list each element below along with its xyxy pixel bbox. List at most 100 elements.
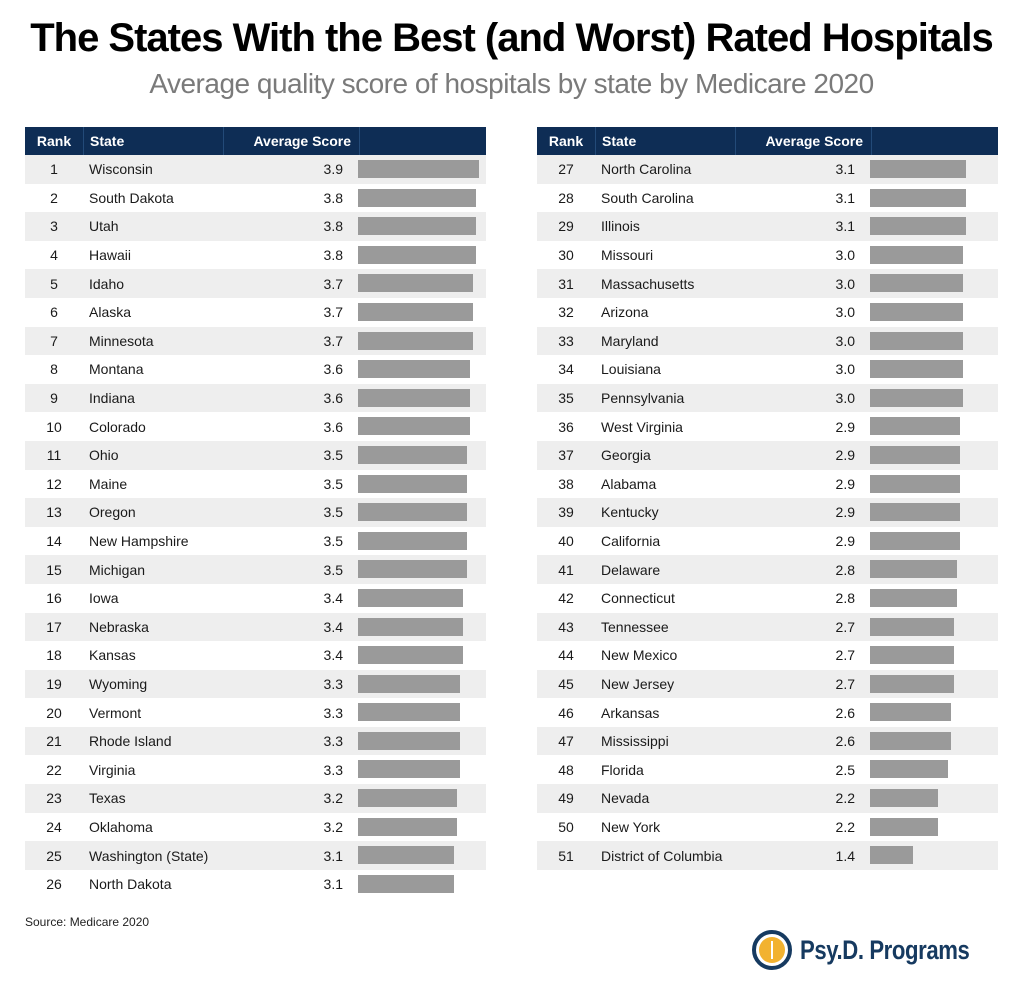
score-cell: 3.1 (323, 847, 343, 864)
state-cell: Arkansas (601, 704, 660, 721)
state-cell: Pennsylvania (601, 390, 685, 407)
table-row: 23 Texas 3.2 (25, 784, 486, 813)
table-row: 44 New Mexico 2.7 (537, 641, 998, 670)
score-cell: 3.7 (323, 332, 343, 349)
state-cell: Minnesota (89, 332, 154, 349)
score-cell: 2.2 (835, 790, 855, 807)
score-bar (358, 331, 473, 350)
column-header-rank: Rank (548, 133, 584, 149)
state-cell: West Virginia (601, 418, 683, 435)
table-header: Rank State Average Score (537, 127, 998, 155)
rank-cell: 24 (46, 818, 62, 835)
rank-cell: 28 (558, 189, 574, 206)
ranking-table-left: Rank State Average Score 1 Wisconsin 3.9 2 S… (25, 127, 486, 898)
bar-cell (353, 870, 486, 899)
score-cell: 2.9 (835, 504, 855, 521)
rank-cell: 26 (46, 876, 62, 893)
table-row: 26 North Dakota 3.1 (25, 870, 486, 899)
table-row: 18 Kansas 3.4 (25, 641, 486, 670)
score-cell: 3.0 (835, 275, 855, 292)
rank-cell: 2 (50, 189, 58, 206)
score-bar (870, 531, 960, 550)
table-row: 27 North Carolina 3.1 (537, 155, 998, 184)
score-bar (358, 789, 458, 808)
score-bar (358, 817, 458, 836)
score-bar (870, 760, 948, 779)
score-bar (358, 646, 464, 665)
score-bar (358, 302, 473, 321)
state-cell: New York (601, 818, 661, 835)
score-bar (870, 274, 964, 293)
score-cell: 3.0 (835, 304, 855, 321)
score-cell: 3.3 (323, 733, 343, 750)
bar-cell (353, 498, 486, 527)
score-bar (870, 474, 960, 493)
bar-cell (865, 155, 998, 184)
state-cell: Utah (89, 218, 119, 235)
column-header-state: State (595, 127, 735, 155)
rank-cell: 40 (558, 533, 574, 550)
score-bar (358, 274, 473, 293)
table-row: 43 Tennessee 2.7 (537, 612, 998, 642)
score-bar (870, 846, 914, 865)
state-cell: Virginia (89, 761, 136, 778)
bar-cell (353, 813, 486, 842)
score-cell: 3.8 (323, 189, 343, 206)
table-row: 10 Colorado 3.6 (25, 412, 486, 441)
state-cell: Oklahoma (89, 818, 153, 835)
state-cell: Maine (89, 475, 128, 492)
score-bar (870, 588, 957, 607)
table-row: 38 Alabama 2.9 (537, 470, 998, 499)
table-row: 34 Louisiana 3.0 (537, 355, 998, 384)
score-cell: 2.8 (835, 590, 855, 607)
rank-cell: 22 (46, 761, 62, 778)
score-bar (870, 388, 964, 407)
score-bar (358, 588, 464, 607)
logo-text: Psy.D. Programs (800, 934, 970, 965)
rank-cell: 18 (46, 647, 62, 664)
table-row: 51 District of Columbia 1.4 (537, 841, 998, 870)
bar-cell (353, 298, 486, 327)
rank-cell: 23 (46, 790, 62, 807)
table-row: 33 Maryland 3.0 (537, 326, 998, 356)
table-row: 42 Connecticut 2.8 (537, 584, 998, 613)
score-cell: 3.0 (835, 390, 855, 407)
bar-cell (353, 784, 486, 813)
rank-cell: 17 (46, 618, 62, 635)
rank-cell: 43 (558, 618, 574, 635)
score-cell: 3.9 (323, 161, 343, 178)
bar-cell (865, 241, 998, 270)
bar-cell (353, 470, 486, 499)
state-cell: Louisiana (601, 361, 661, 378)
score-cell: 3.1 (835, 218, 855, 235)
state-cell: Missouri (601, 247, 654, 264)
bar-cell (353, 269, 486, 298)
bar-cell (865, 327, 998, 356)
score-cell: 3.1 (835, 189, 855, 206)
state-cell: New Jersey (601, 675, 675, 692)
bar-cell (353, 841, 486, 870)
rank-cell: 8 (50, 361, 58, 378)
table-row: 41 Delaware 2.8 (537, 555, 998, 584)
state-cell: Iowa (89, 590, 119, 607)
state-cell: New Mexico (601, 647, 678, 664)
column-header-score: Average Score (223, 127, 359, 155)
table-row: 45 New Jersey 2.7 (537, 669, 998, 699)
state-cell: Ohio (89, 447, 119, 464)
score-bar (870, 646, 954, 665)
rank-cell: 4 (50, 247, 58, 264)
score-cell: 3.4 (323, 618, 343, 635)
table-row: 14 New Hampshire 3.5 (25, 527, 486, 556)
bar-cell (865, 727, 998, 756)
rank-cell: 1 (50, 161, 58, 178)
bar-cell (865, 269, 998, 298)
table-row: 40 California 2.9 (537, 527, 998, 556)
score-bar (870, 617, 954, 636)
column-header-state: State (83, 127, 223, 155)
table-row: 48 Florida 2.5 (537, 755, 998, 784)
table-row: 13 Oregon 3.5 (25, 498, 486, 527)
score-bar (358, 217, 476, 236)
rank-cell: 19 (46, 675, 62, 692)
table-row: 16 Iowa 3.4 (25, 584, 486, 613)
score-bar (358, 560, 467, 579)
